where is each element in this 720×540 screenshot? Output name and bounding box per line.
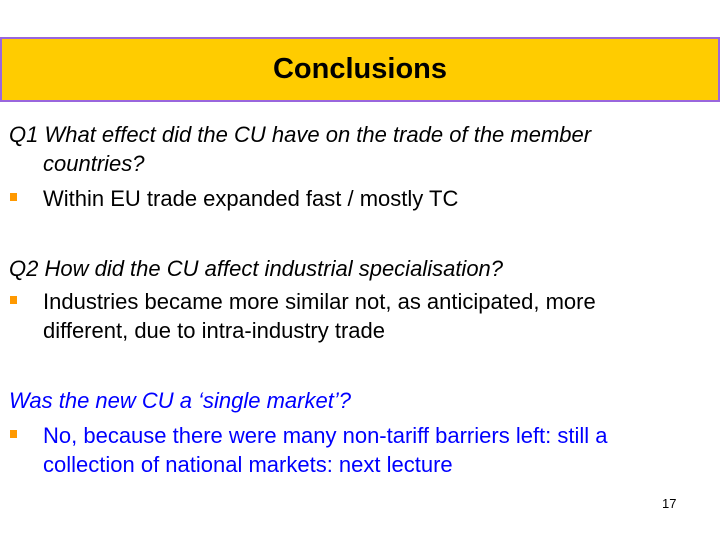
answer-1: Within EU trade expanded fast / mostly T… [43,186,459,211]
bullet-icon [10,430,17,438]
question-1-cont: countries? [43,151,145,176]
bullet-icon [10,296,17,304]
answer-2-cont: different, due to intra-industry trade [43,318,386,343]
question-3: Was the new CU a ‘single market’? [9,388,351,413]
answer-2: Industries became more similar not, as a… [43,289,596,314]
question-1: Q1 What effect did the CU have on the tr… [9,122,592,147]
bullet-icon [10,193,17,201]
answer-3: No, because there were many non-tariff b… [43,423,608,448]
slide-title: Conclusions [272,53,447,85]
page-number: 17 [662,496,677,511]
answer-3-cont: collection of national markets: next lec… [43,452,453,477]
title-bar: Conclusions [0,37,720,102]
question-2: Q2 How did the CU affect industrial spec… [9,256,504,281]
